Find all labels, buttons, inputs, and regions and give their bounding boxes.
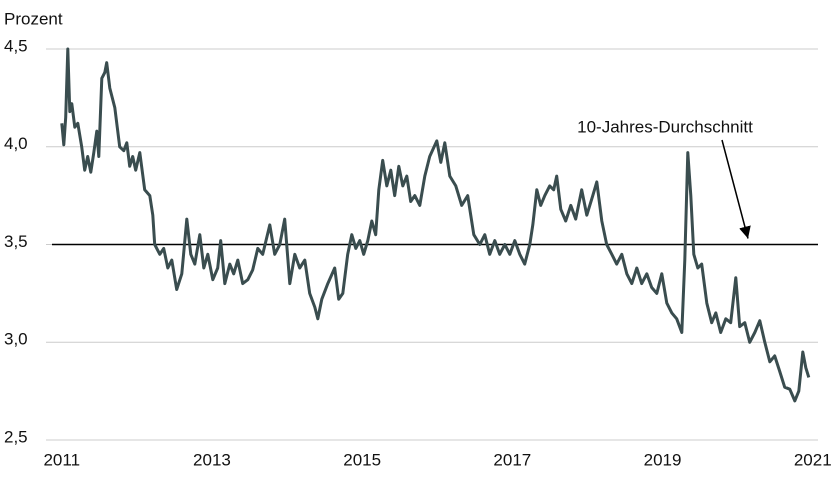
x-tick-label: 2021 xyxy=(794,450,832,469)
x-tick-label: 2019 xyxy=(644,450,682,469)
x-tick-label: 2015 xyxy=(343,450,381,469)
y-tick-label: 2,5 xyxy=(4,427,28,446)
x-tick-label: 2017 xyxy=(493,450,531,469)
y-tick-label: 4,5 xyxy=(4,36,28,55)
annotation-arrow xyxy=(721,139,751,239)
annotation: 10-Jahres-Durchschnitt xyxy=(577,117,753,136)
y-tick-label: 4,0 xyxy=(4,134,28,153)
x-tick-label: 2013 xyxy=(193,450,231,469)
y-tick-label: 3,0 xyxy=(4,330,28,349)
data-line xyxy=(60,47,811,403)
y-tick-label: 3,5 xyxy=(4,232,28,251)
y-axis-label: Prozent xyxy=(4,9,63,28)
x-tick-label: 2011 xyxy=(43,450,80,469)
